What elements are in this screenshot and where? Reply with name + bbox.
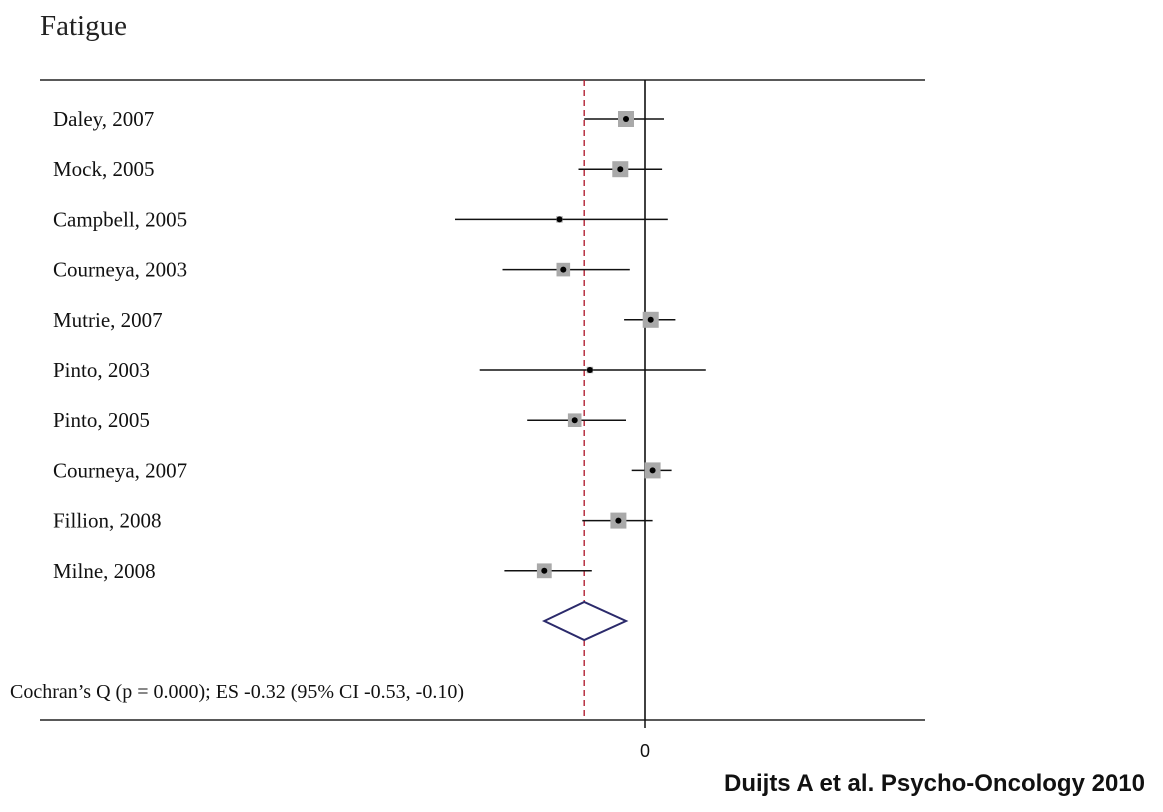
point-estimate bbox=[556, 216, 563, 223]
study-label: Mutrie, 2007 bbox=[53, 308, 163, 332]
study-label: Daley, 2007 bbox=[53, 107, 154, 131]
point-estimate bbox=[571, 417, 578, 424]
study-row-mark bbox=[502, 262, 630, 277]
study-row-mark bbox=[624, 311, 676, 328]
point-estimate bbox=[649, 467, 656, 474]
point-estimate bbox=[615, 517, 622, 524]
point-estimate bbox=[623, 116, 629, 122]
study-label: Pinto, 2005 bbox=[53, 408, 150, 432]
study-label: Milne, 2008 bbox=[53, 559, 156, 583]
chart-title: Fatigue bbox=[40, 10, 127, 42]
study-row-mark bbox=[527, 413, 626, 427]
point-estimate bbox=[541, 567, 548, 574]
study-label: Campbell, 2005 bbox=[53, 207, 187, 231]
pooled-diamond bbox=[541, 600, 629, 642]
point-estimate bbox=[586, 367, 593, 373]
study-row-mark bbox=[455, 216, 668, 223]
summary-text: Cochran’s Q (p = 0.000); ES -0.32 (95% C… bbox=[10, 681, 464, 703]
study-label: Mock, 2005 bbox=[53, 157, 155, 181]
point-estimate bbox=[560, 266, 567, 273]
pooled-estimate bbox=[541, 600, 629, 642]
point-estimate bbox=[617, 166, 624, 173]
study-row-mark bbox=[584, 111, 664, 127]
study-label: Courneya, 2007 bbox=[53, 458, 187, 482]
study-row-mark bbox=[631, 462, 672, 479]
point-estimate bbox=[647, 316, 654, 323]
study-label: Pinto, 2003 bbox=[53, 358, 150, 382]
study-label: Courneya, 2003 bbox=[53, 258, 187, 282]
study-row-mark bbox=[504, 563, 592, 579]
study-row-mark bbox=[479, 366, 706, 374]
study-label: Fillion, 2008 bbox=[53, 509, 162, 533]
citation: Duijts A et al. Psycho-Oncology 2010 bbox=[723, 770, 1145, 797]
study-row-mark bbox=[582, 512, 653, 529]
study-labels: Daley, 2007 Mock, 2005 Campbell, 2005 Courn… bbox=[53, 107, 187, 583]
x-axis-ticks: 0 bbox=[640, 720, 650, 761]
study-row-mark bbox=[578, 161, 663, 178]
plot-frame bbox=[40, 79, 925, 721]
x-tick-label: 0 bbox=[640, 741, 650, 761]
study-marks bbox=[455, 111, 706, 579]
